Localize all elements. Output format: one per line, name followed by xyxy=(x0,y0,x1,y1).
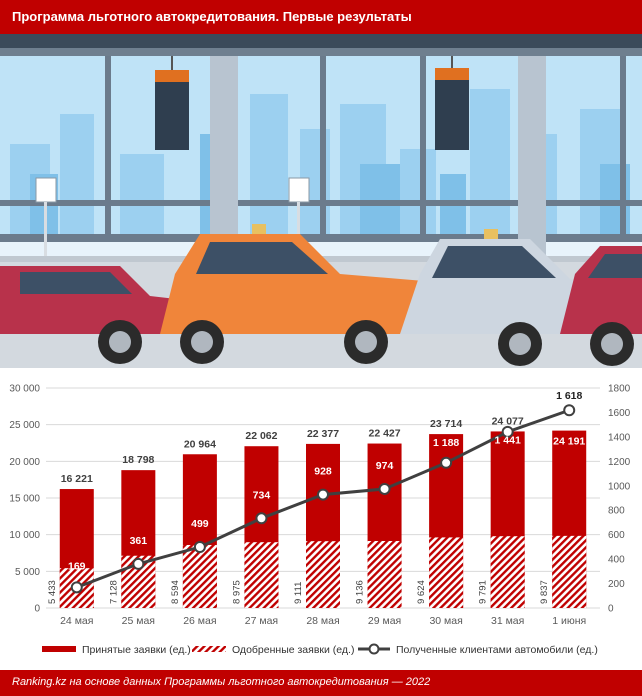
y-right-tick-label: 0 xyxy=(608,604,614,615)
data-label-accepted: 16 221 xyxy=(61,473,93,485)
bar-approved xyxy=(367,541,402,608)
data-label-delivered: 499 xyxy=(191,518,209,530)
data-label-accepted: 22 062 xyxy=(245,430,277,442)
header-bar: Программа льготного автокредитования. Пе… xyxy=(0,0,642,34)
legend-marker-delivered xyxy=(368,643,380,655)
y-left-tick-label: 10 000 xyxy=(9,530,40,541)
x-tick-label: 29 мая xyxy=(368,615,401,627)
car-dealership-illustration xyxy=(0,34,642,368)
footer-bar: Ranking.kz на основе данных Программы ль… xyxy=(0,670,642,696)
x-tick-label: 25 мая xyxy=(122,615,155,627)
legend-label-delivered: Полученные клиентами автомобили (ед.) xyxy=(396,644,598,656)
bar-approved xyxy=(552,535,587,608)
source-note: Ranking.kz на основе данных Программы ль… xyxy=(12,676,431,688)
data-label-delivered: 928 xyxy=(314,466,332,478)
data-label-approved: 8 594 xyxy=(170,580,181,604)
point-delivered xyxy=(440,456,453,469)
data-label-delivered: 361 xyxy=(130,535,148,547)
x-tick-label: 28 мая xyxy=(306,615,339,627)
data-label-accepted: 24 191 xyxy=(553,436,585,448)
bar-approved xyxy=(306,541,340,608)
point-delivered xyxy=(501,425,514,438)
x-tick-label: 30 мая xyxy=(429,615,462,627)
bar-approved xyxy=(429,537,464,608)
y-left-tick-label: 20 000 xyxy=(9,457,40,468)
data-label-approved: 7 128 xyxy=(108,580,119,604)
y-right-tick-label: 600 xyxy=(608,530,625,541)
point-delivered xyxy=(255,512,268,525)
data-label-accepted: 24 077 xyxy=(492,415,524,427)
x-tick-label: 24 мая xyxy=(60,615,93,627)
page-title: Программа льготного автокредитования. Пе… xyxy=(12,9,412,24)
x-tick-label: 26 мая xyxy=(183,615,216,627)
data-label-approved: 9 791 xyxy=(478,580,489,604)
bar-line-chart: 16 221 18 798 20 964 22 062 22 377 22 427 23 7… xyxy=(9,384,631,657)
data-label-accepted: 18 798 xyxy=(122,454,154,466)
data-label-accepted: 23 714 xyxy=(430,418,462,430)
point-delivered xyxy=(317,488,329,501)
point-delivered xyxy=(70,581,83,594)
y-right-tick-label: 400 xyxy=(608,555,625,566)
point-delivered xyxy=(563,404,576,417)
point-delivered xyxy=(193,541,206,554)
y-right-tick-label: 1400 xyxy=(608,432,631,443)
data-label-delivered: 974 xyxy=(376,460,394,472)
data-label-approved: 5 433 xyxy=(47,580,58,604)
data-label-accepted: 22 377 xyxy=(307,428,339,440)
y-right-tick-label: 1000 xyxy=(608,481,631,492)
y-left-tick-label: 15 000 xyxy=(9,494,40,505)
data-label-accepted: 22 427 xyxy=(368,428,400,440)
legend-swatch-accepted xyxy=(42,646,76,652)
x-tick-label: 31 мая xyxy=(491,615,524,627)
bar-approved xyxy=(490,536,525,608)
bar-approved xyxy=(182,544,217,608)
data-label-delivered: 1 441 xyxy=(495,434,521,446)
point-delivered xyxy=(378,482,391,495)
point-delivered xyxy=(132,557,145,570)
y-left-tick-label: 30 000 xyxy=(9,384,40,395)
y-left-tick-label: 25 000 xyxy=(9,420,40,431)
data-label-delivered: 1 618 xyxy=(556,390,582,402)
data-label-approved: 9 624 xyxy=(416,580,427,604)
bar-approved xyxy=(244,542,279,608)
y-left-tick-label: 0 xyxy=(34,604,40,615)
x-tick-label: 1 июня xyxy=(552,615,586,627)
legend-label-approved: Одобренные заявки (ед.) xyxy=(232,644,354,656)
legend-label-accepted: Принятые заявки (ед.) xyxy=(82,644,191,656)
x-tick-label: 27 мая xyxy=(245,615,278,627)
data-label-approved: 9 136 xyxy=(355,580,366,604)
y-right-tick-label: 200 xyxy=(608,579,625,590)
data-label-delivered: 734 xyxy=(253,489,271,501)
y-right-tick-label: 1600 xyxy=(608,408,631,419)
data-label-approved: 8 975 xyxy=(231,580,242,604)
data-label-accepted: 20 964 xyxy=(184,438,216,450)
y-left-tick-label: 5 000 xyxy=(15,567,40,578)
data-label-delivered: 169 xyxy=(68,560,86,572)
y-right-tick-label: 1800 xyxy=(608,384,631,395)
legend: Принятые заявки (ед.) Одобренные заявки … xyxy=(42,643,598,656)
legend-swatch-approved xyxy=(192,646,226,652)
data-label-approved: 9 111 xyxy=(293,582,304,604)
y-right-tick-label: 1200 xyxy=(608,457,631,468)
data-label-delivered: 1 188 xyxy=(433,437,459,449)
data-label-approved: 9 837 xyxy=(539,580,550,604)
y-right-tick-label: 800 xyxy=(608,506,625,517)
